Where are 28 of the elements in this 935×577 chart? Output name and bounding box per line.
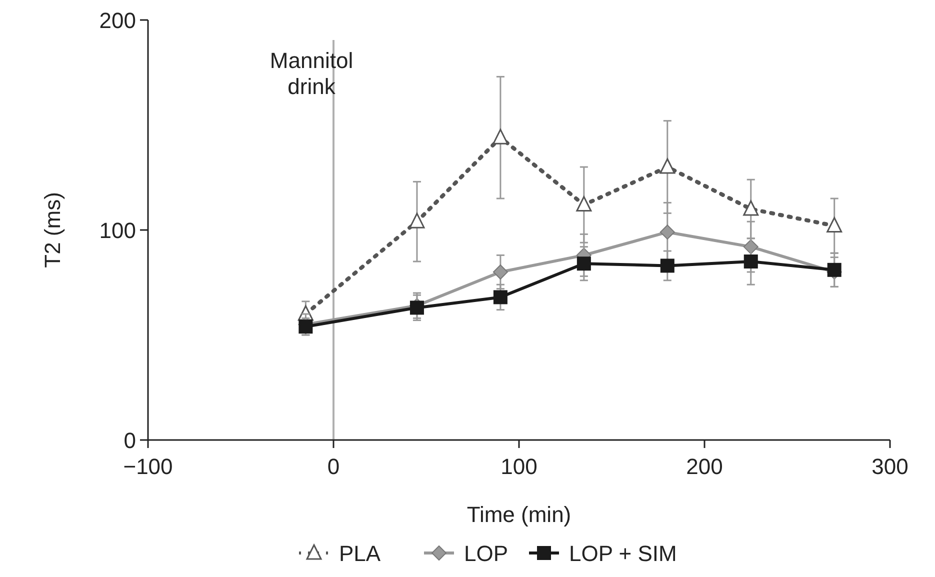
ref-line-label: Mannitol drink xyxy=(270,48,354,99)
point xyxy=(492,128,508,144)
point xyxy=(409,212,425,228)
point xyxy=(576,196,592,212)
y-tick-label: 200 xyxy=(99,8,136,33)
x-tick-label: 0 xyxy=(327,454,340,479)
x-axis-title: Time (min) xyxy=(466,502,572,527)
x-tick-label: 100 xyxy=(500,454,538,479)
point xyxy=(660,158,676,174)
point xyxy=(827,262,842,277)
x-tick-label: 200 xyxy=(686,454,723,479)
point xyxy=(660,224,675,240)
legend-label: LOP + SIM xyxy=(569,541,677,566)
x-tick-label: 300 xyxy=(872,454,908,479)
y-axis-title: T2 (ms) xyxy=(40,192,65,268)
point xyxy=(660,258,674,273)
point xyxy=(493,290,508,304)
x-tick-label: −100 xyxy=(123,454,173,479)
point xyxy=(826,217,842,233)
legend-label: LOP xyxy=(464,541,508,566)
point xyxy=(744,254,758,268)
point xyxy=(492,264,508,280)
point xyxy=(743,200,759,216)
point xyxy=(410,300,424,315)
y-tick-label: 100 xyxy=(99,218,136,243)
legend-label: PLA xyxy=(339,541,381,566)
y-tick-label: 0 xyxy=(124,428,136,453)
point xyxy=(576,256,591,271)
